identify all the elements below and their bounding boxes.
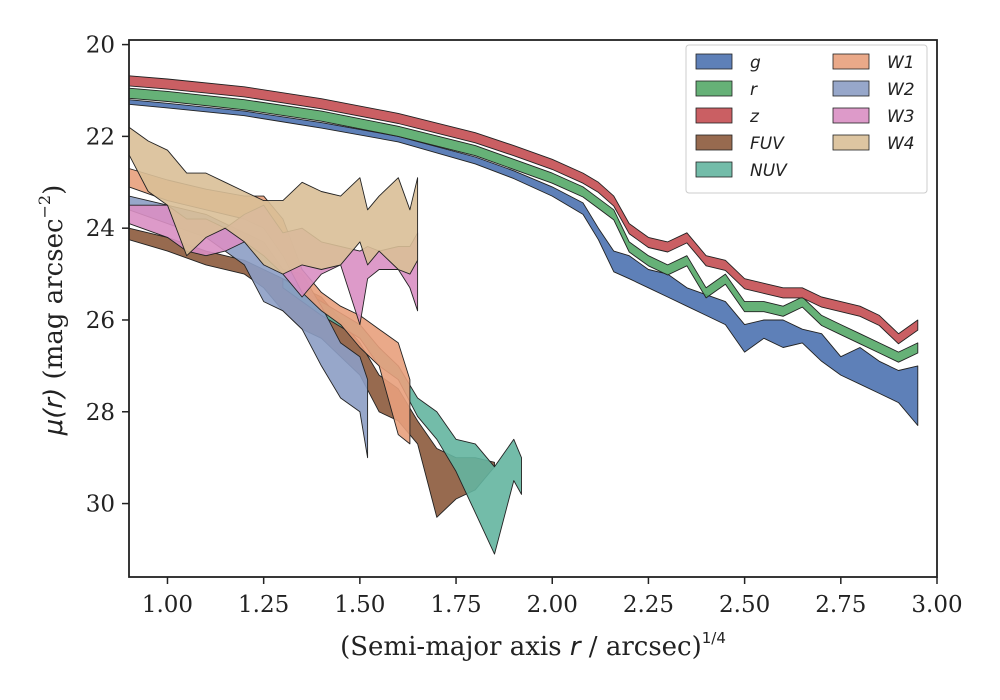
legend-swatch-NUV (695, 161, 733, 178)
legend-label-z: z (749, 107, 760, 127)
y-tick-label: 22 (86, 124, 115, 150)
y-tick-label: 26 (86, 308, 115, 334)
series-band-W4 (128, 126, 419, 275)
plot-frame (128, 39, 938, 578)
legend-label-W2: W2 (887, 80, 915, 100)
legend-swatch-g (695, 53, 733, 70)
x-tick-label: 3.00 (911, 592, 962, 618)
x-axis-title: (Semi-major axis r / arcsec)1/4 (340, 629, 726, 662)
x-tick-label: 2.50 (719, 592, 770, 618)
x-tick-label: 2.00 (527, 592, 578, 618)
legend-swatch-W1 (832, 53, 870, 70)
legend-label-r: r (750, 80, 758, 100)
legend-label-W3: W3 (887, 107, 915, 127)
y-tick-label: 24 (86, 216, 115, 242)
series-band-z (128, 75, 919, 345)
x-tick-label: 1.75 (430, 592, 481, 618)
x-tick-label: 2.25 (623, 592, 674, 618)
legend-swatch-W3 (832, 107, 870, 124)
legend-label-g: g (750, 53, 761, 73)
y-tick-label: 28 (86, 400, 115, 426)
legend-swatch-W2 (832, 80, 870, 97)
y-axis-title: μ(r) (mag arcsec−2) (35, 185, 69, 437)
legend: grz FUV NUV W1 W2 W3 W4 (685, 44, 928, 194)
legend-label-FUV: FUV (750, 134, 785, 154)
y-tick-label: 30 (86, 492, 115, 518)
legend-label-W4: W4 (887, 134, 915, 154)
series-layer (128, 75, 919, 555)
series-band-g (128, 99, 919, 426)
x-tick-label: 2.75 (815, 592, 866, 618)
x-tick-label: 1.50 (334, 592, 385, 618)
legend-swatch-z (695, 107, 733, 124)
x-tick-label: 1.25 (238, 592, 289, 618)
legend-label-NUV: NUV (750, 161, 788, 181)
y-tick-label: 20 (86, 33, 115, 59)
legend-swatch-W4 (832, 134, 870, 151)
legend-swatch-FUV (695, 134, 733, 151)
axes-layer: 1.00 1.25 1.50 1.75 2.00 2.25 2.50 2.75 3.00 20 22… (86, 33, 963, 618)
series-band-r (128, 87, 919, 363)
legend-swatch-r (695, 80, 733, 97)
legend-label-W1: W1 (887, 53, 915, 73)
x-tick-label: 1.00 (142, 592, 193, 618)
